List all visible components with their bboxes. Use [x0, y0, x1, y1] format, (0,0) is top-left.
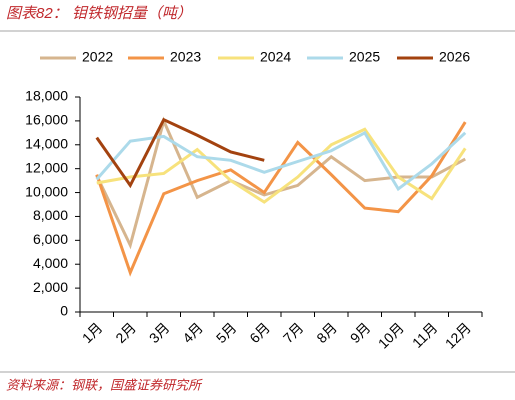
legend-label: 2022 [82, 49, 113, 65]
y-tick-label: 6,000 [33, 231, 68, 247]
legend-label: 2026 [439, 49, 470, 65]
x-tick-label: 9月 [347, 319, 374, 346]
x-tick-label: 8月 [313, 319, 340, 346]
x-tick-label: 6月 [246, 319, 273, 346]
series-line [95, 117, 265, 189]
x-tick-label: 2月 [112, 319, 139, 346]
legend-label: 2023 [170, 49, 201, 65]
y-tick-label: 0 [60, 303, 68, 319]
y-tick-label: 10,000 [25, 183, 68, 199]
series-line [95, 130, 467, 192]
y-tick-label: 16,000 [25, 112, 68, 128]
y-tick-label: 12,000 [25, 159, 68, 175]
legend-label: 2024 [260, 49, 291, 65]
series-line [96, 127, 467, 204]
x-tick-label: 11月 [409, 319, 440, 350]
x-tick-label: 10月 [375, 319, 407, 351]
x-tick-label: 3月 [146, 319, 173, 346]
legend-label: 2025 [349, 49, 380, 65]
x-tick-label: 12月 [442, 319, 474, 351]
x-tick-label: 1月 [79, 319, 106, 346]
y-tick-label: 18,000 [25, 88, 68, 104]
x-tick-label: 4月 [179, 319, 206, 346]
x-tick-label: 7月 [280, 319, 307, 346]
y-tick-label: 8,000 [33, 207, 68, 223]
source: 资料来源：钢联，国盛证券研究所 [6, 377, 203, 392]
chart-title: 图表82： 钼铁钢招量（吨） [6, 5, 192, 22]
y-tick-label: 14,000 [25, 135, 68, 151]
y-tick-label: 2,000 [33, 279, 68, 295]
y-tick-label: 4,000 [33, 255, 68, 271]
x-tick-label: 5月 [213, 319, 240, 346]
